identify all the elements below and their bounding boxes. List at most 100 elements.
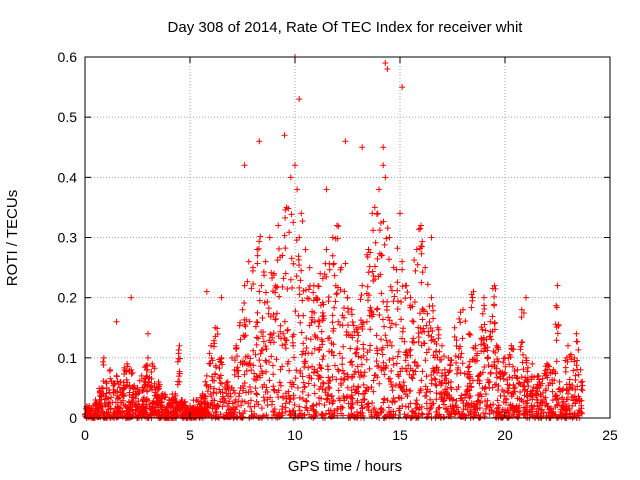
data-point <box>204 388 211 395</box>
data-point <box>324 395 331 402</box>
data-point <box>336 350 343 357</box>
data-point <box>551 411 558 418</box>
data-point <box>579 382 586 389</box>
data-point <box>348 395 355 402</box>
data-point <box>362 387 369 394</box>
data-point <box>361 369 368 376</box>
data-point <box>462 318 469 325</box>
data-point <box>411 359 418 366</box>
data-point <box>345 309 352 316</box>
data-point <box>447 403 454 410</box>
data-point <box>386 317 393 324</box>
data-point <box>395 348 402 355</box>
data-point <box>344 393 351 400</box>
data-point <box>241 300 248 307</box>
data-point <box>247 403 254 410</box>
data-point <box>100 358 107 365</box>
data-point <box>417 245 424 252</box>
data-point <box>285 205 292 212</box>
data-point <box>277 254 284 261</box>
data-point <box>502 363 509 370</box>
data-point <box>334 222 340 229</box>
data-point <box>374 305 381 312</box>
data-point <box>139 407 146 414</box>
data-point <box>311 309 318 316</box>
data-point <box>212 370 219 377</box>
data-point <box>268 353 275 360</box>
data-point <box>439 342 445 349</box>
data-point <box>256 288 263 295</box>
data-point <box>293 273 300 280</box>
data-point <box>211 397 218 404</box>
data-point <box>520 382 527 389</box>
data-point <box>225 400 232 407</box>
data-point <box>174 381 181 388</box>
data-point <box>290 260 297 267</box>
data-point <box>272 315 279 322</box>
data-point <box>546 406 553 413</box>
data-point <box>145 397 152 404</box>
data-point <box>506 351 513 358</box>
data-point <box>239 306 246 313</box>
data-point <box>245 353 252 360</box>
data-point <box>85 406 92 413</box>
data-point <box>562 357 569 364</box>
data-point <box>514 366 521 373</box>
axis-ticks: 0 5 10 15 20 25 0 0.1 0.2 0.3 0.4 0.5 0.6 <box>58 49 618 443</box>
data-point <box>100 354 107 361</box>
data-point <box>508 345 515 352</box>
data-point <box>412 368 419 375</box>
data-point <box>572 386 579 393</box>
data-point <box>279 283 286 290</box>
data-point <box>155 408 162 415</box>
data-point <box>563 387 570 394</box>
data-point <box>300 287 307 294</box>
data-point <box>348 387 355 394</box>
data-point <box>354 397 361 404</box>
data-point <box>216 365 223 372</box>
data-point <box>477 391 484 398</box>
data-point <box>335 387 342 394</box>
data-point <box>110 409 117 416</box>
data-point <box>292 162 298 169</box>
data-point <box>412 400 419 407</box>
data-point <box>340 314 347 321</box>
data-point <box>521 387 528 394</box>
data-point <box>145 354 151 361</box>
data-point <box>236 390 243 397</box>
data-point <box>290 354 297 361</box>
data-point <box>466 363 473 370</box>
data-point <box>121 364 128 371</box>
data-point <box>430 368 437 375</box>
data-point <box>380 218 387 225</box>
data-point <box>247 361 254 368</box>
data-point <box>294 186 301 193</box>
data-point <box>374 210 381 217</box>
data-point <box>124 408 131 415</box>
data-point <box>436 404 443 411</box>
data-point <box>250 347 257 354</box>
data-point <box>152 387 159 394</box>
data-point <box>273 356 280 363</box>
data-point <box>224 382 231 389</box>
data-point <box>438 390 445 397</box>
data-point <box>487 328 494 335</box>
data-point <box>369 400 376 407</box>
data-point <box>456 315 463 322</box>
data-point <box>176 368 183 375</box>
data-point <box>517 343 524 350</box>
data-point <box>328 393 335 400</box>
data-point <box>195 409 202 416</box>
data-point <box>389 413 396 420</box>
data-point <box>419 238 426 245</box>
data-point <box>390 361 397 368</box>
data-point <box>455 383 462 390</box>
data-point <box>422 264 429 271</box>
data-point <box>363 251 370 258</box>
data-point <box>187 411 194 418</box>
data-point <box>366 365 373 372</box>
data-point <box>347 403 354 410</box>
data-point <box>296 284 303 291</box>
data-point <box>317 302 324 309</box>
data-point <box>258 282 265 289</box>
